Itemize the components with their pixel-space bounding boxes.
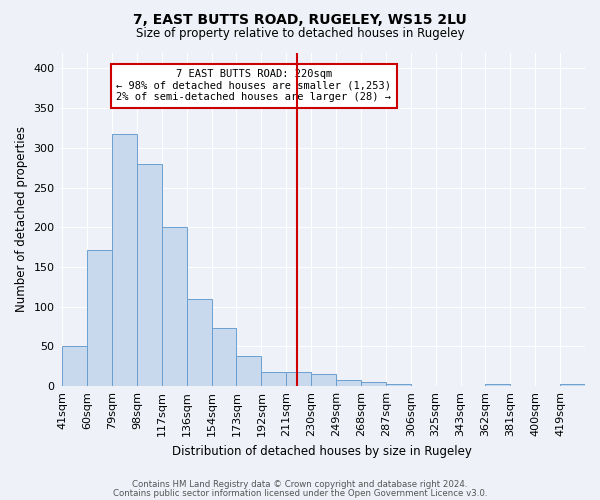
Bar bbox=[336, 380, 361, 386]
Bar bbox=[236, 356, 262, 386]
Text: Contains HM Land Registry data © Crown copyright and database right 2024.: Contains HM Land Registry data © Crown c… bbox=[132, 480, 468, 489]
Bar bbox=[286, 372, 311, 386]
X-axis label: Distribution of detached houses by size in Rugeley: Distribution of detached houses by size … bbox=[172, 444, 472, 458]
Bar bbox=[212, 328, 236, 386]
Bar bbox=[311, 374, 336, 386]
Bar bbox=[386, 384, 411, 386]
Bar bbox=[361, 382, 386, 386]
Bar bbox=[87, 250, 112, 386]
Text: 7, EAST BUTTS ROAD, RUGELEY, WS15 2LU: 7, EAST BUTTS ROAD, RUGELEY, WS15 2LU bbox=[133, 12, 467, 26]
Y-axis label: Number of detached properties: Number of detached properties bbox=[15, 126, 28, 312]
Bar bbox=[162, 228, 187, 386]
Bar bbox=[187, 299, 212, 386]
Bar bbox=[137, 164, 162, 386]
Bar bbox=[62, 346, 87, 386]
Bar bbox=[262, 372, 286, 386]
Bar bbox=[112, 134, 137, 386]
Bar bbox=[485, 384, 511, 386]
Bar bbox=[560, 384, 585, 386]
Text: 7 EAST BUTTS ROAD: 220sqm
← 98% of detached houses are smaller (1,253)
2% of sem: 7 EAST BUTTS ROAD: 220sqm ← 98% of detac… bbox=[116, 69, 391, 102]
Text: Contains public sector information licensed under the Open Government Licence v3: Contains public sector information licen… bbox=[113, 488, 487, 498]
Text: Size of property relative to detached houses in Rugeley: Size of property relative to detached ho… bbox=[136, 28, 464, 40]
